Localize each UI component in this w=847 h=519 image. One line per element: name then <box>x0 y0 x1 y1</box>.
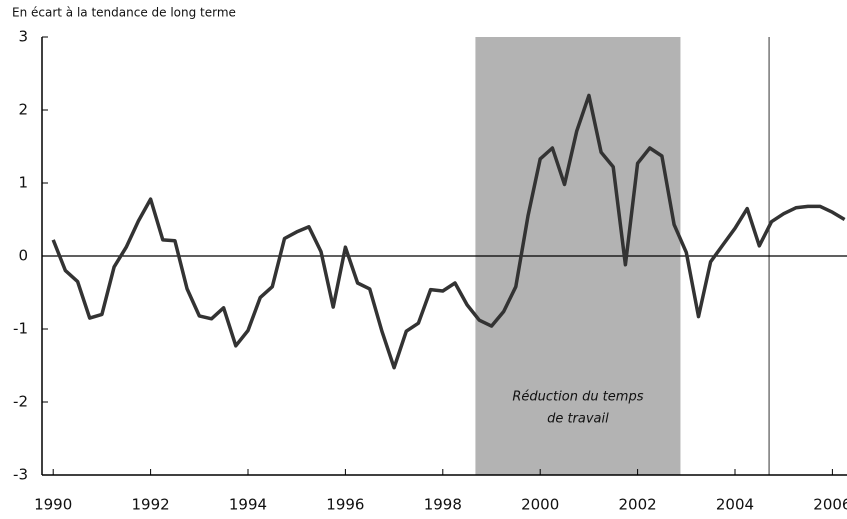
data-line <box>51 93 846 370</box>
x-tick-label: 1990 <box>34 496 72 514</box>
x-tick-label: 1992 <box>132 496 170 514</box>
y-tick-label: -2 <box>13 393 28 411</box>
annotation: Réduction du temps <box>512 390 643 405</box>
plot-area <box>51 93 846 370</box>
y-tick-label: 3 <box>18 28 28 46</box>
y-tick-label: 1 <box>18 174 28 192</box>
y-tick-label: 0 <box>18 247 28 265</box>
x-tick-label: 2004 <box>716 496 754 514</box>
y-tick-label: -1 <box>13 320 28 338</box>
x-tick-label: 2000 <box>521 496 559 514</box>
x-tick-label: 1996 <box>326 496 364 514</box>
y-tick-label: 2 <box>18 101 28 119</box>
y-tick-label: -3 <box>13 466 28 484</box>
x-tick-label: 1994 <box>229 496 267 514</box>
y-axis-label: En écart à la tendance de long terme <box>12 6 236 20</box>
x-tick-label: 2002 <box>618 496 656 514</box>
annotation: de travail <box>547 412 609 427</box>
x-tick-label: 2006 <box>813 496 847 514</box>
x-tick-label: 1998 <box>424 496 462 514</box>
